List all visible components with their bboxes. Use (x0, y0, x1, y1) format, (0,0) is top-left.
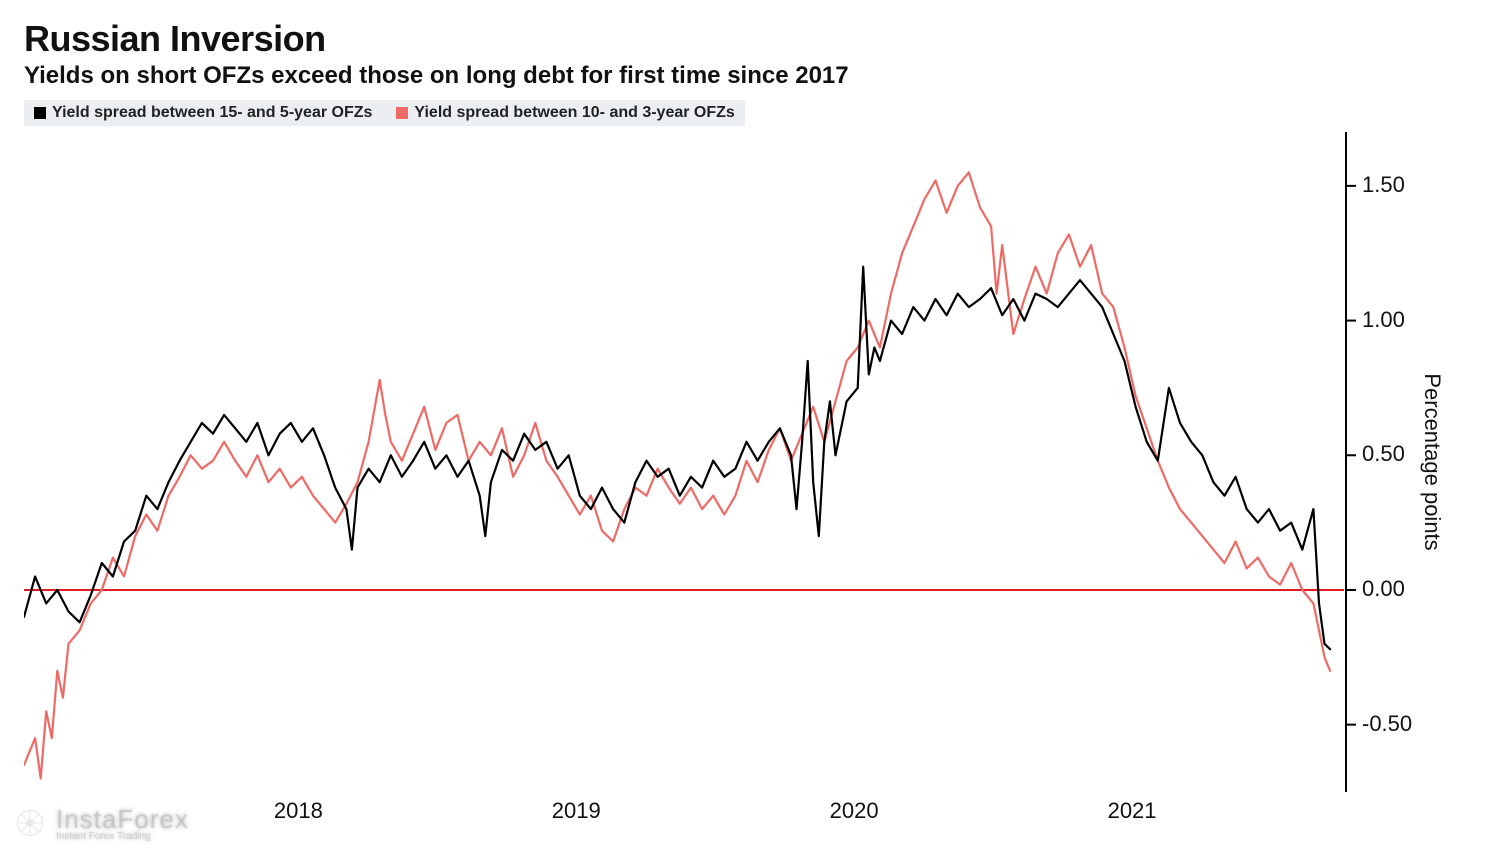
y-tick-label: 0.50 (1362, 441, 1405, 467)
legend-label-2: Yield spread between 10- and 3-year OFZs (414, 104, 734, 122)
legend: Yield spread between 15- and 5-year OFZs… (24, 100, 745, 126)
x-tick-label: 2020 (830, 798, 879, 824)
watermark: InstaForex Instant Forex Trading (12, 804, 189, 842)
legend-swatch-2 (396, 107, 408, 119)
y-axis-title: Percentage points (1419, 373, 1445, 550)
legend-item-series1: Yield spread between 15- and 5-year OFZs (34, 104, 372, 122)
y-tick-label: 0.00 (1362, 576, 1405, 602)
x-tick-label: 2018 (274, 798, 323, 824)
y-tick-label: 1.00 (1362, 307, 1405, 333)
chart-title: Russian Inversion (24, 18, 1476, 60)
legend-item-series2: Yield spread between 10- and 3-year OFZs (396, 104, 734, 122)
x-tick-label: 2019 (552, 798, 601, 824)
y-tick-label: 1.50 (1362, 172, 1405, 198)
legend-label-1: Yield spread between 15- and 5-year OFZs (52, 104, 372, 122)
brand-logo-icon (12, 805, 48, 841)
chart-subtitle: Yields on short OFZs exceed those on lon… (24, 62, 1476, 90)
x-tick-label: 2021 (1108, 798, 1157, 824)
chart-area: Percentage points -0.500.000.501.001.502… (24, 132, 1344, 832)
y-tick-label: -0.50 (1362, 711, 1412, 737)
legend-swatch-1 (34, 107, 46, 119)
chart-svg (24, 132, 1454, 792)
